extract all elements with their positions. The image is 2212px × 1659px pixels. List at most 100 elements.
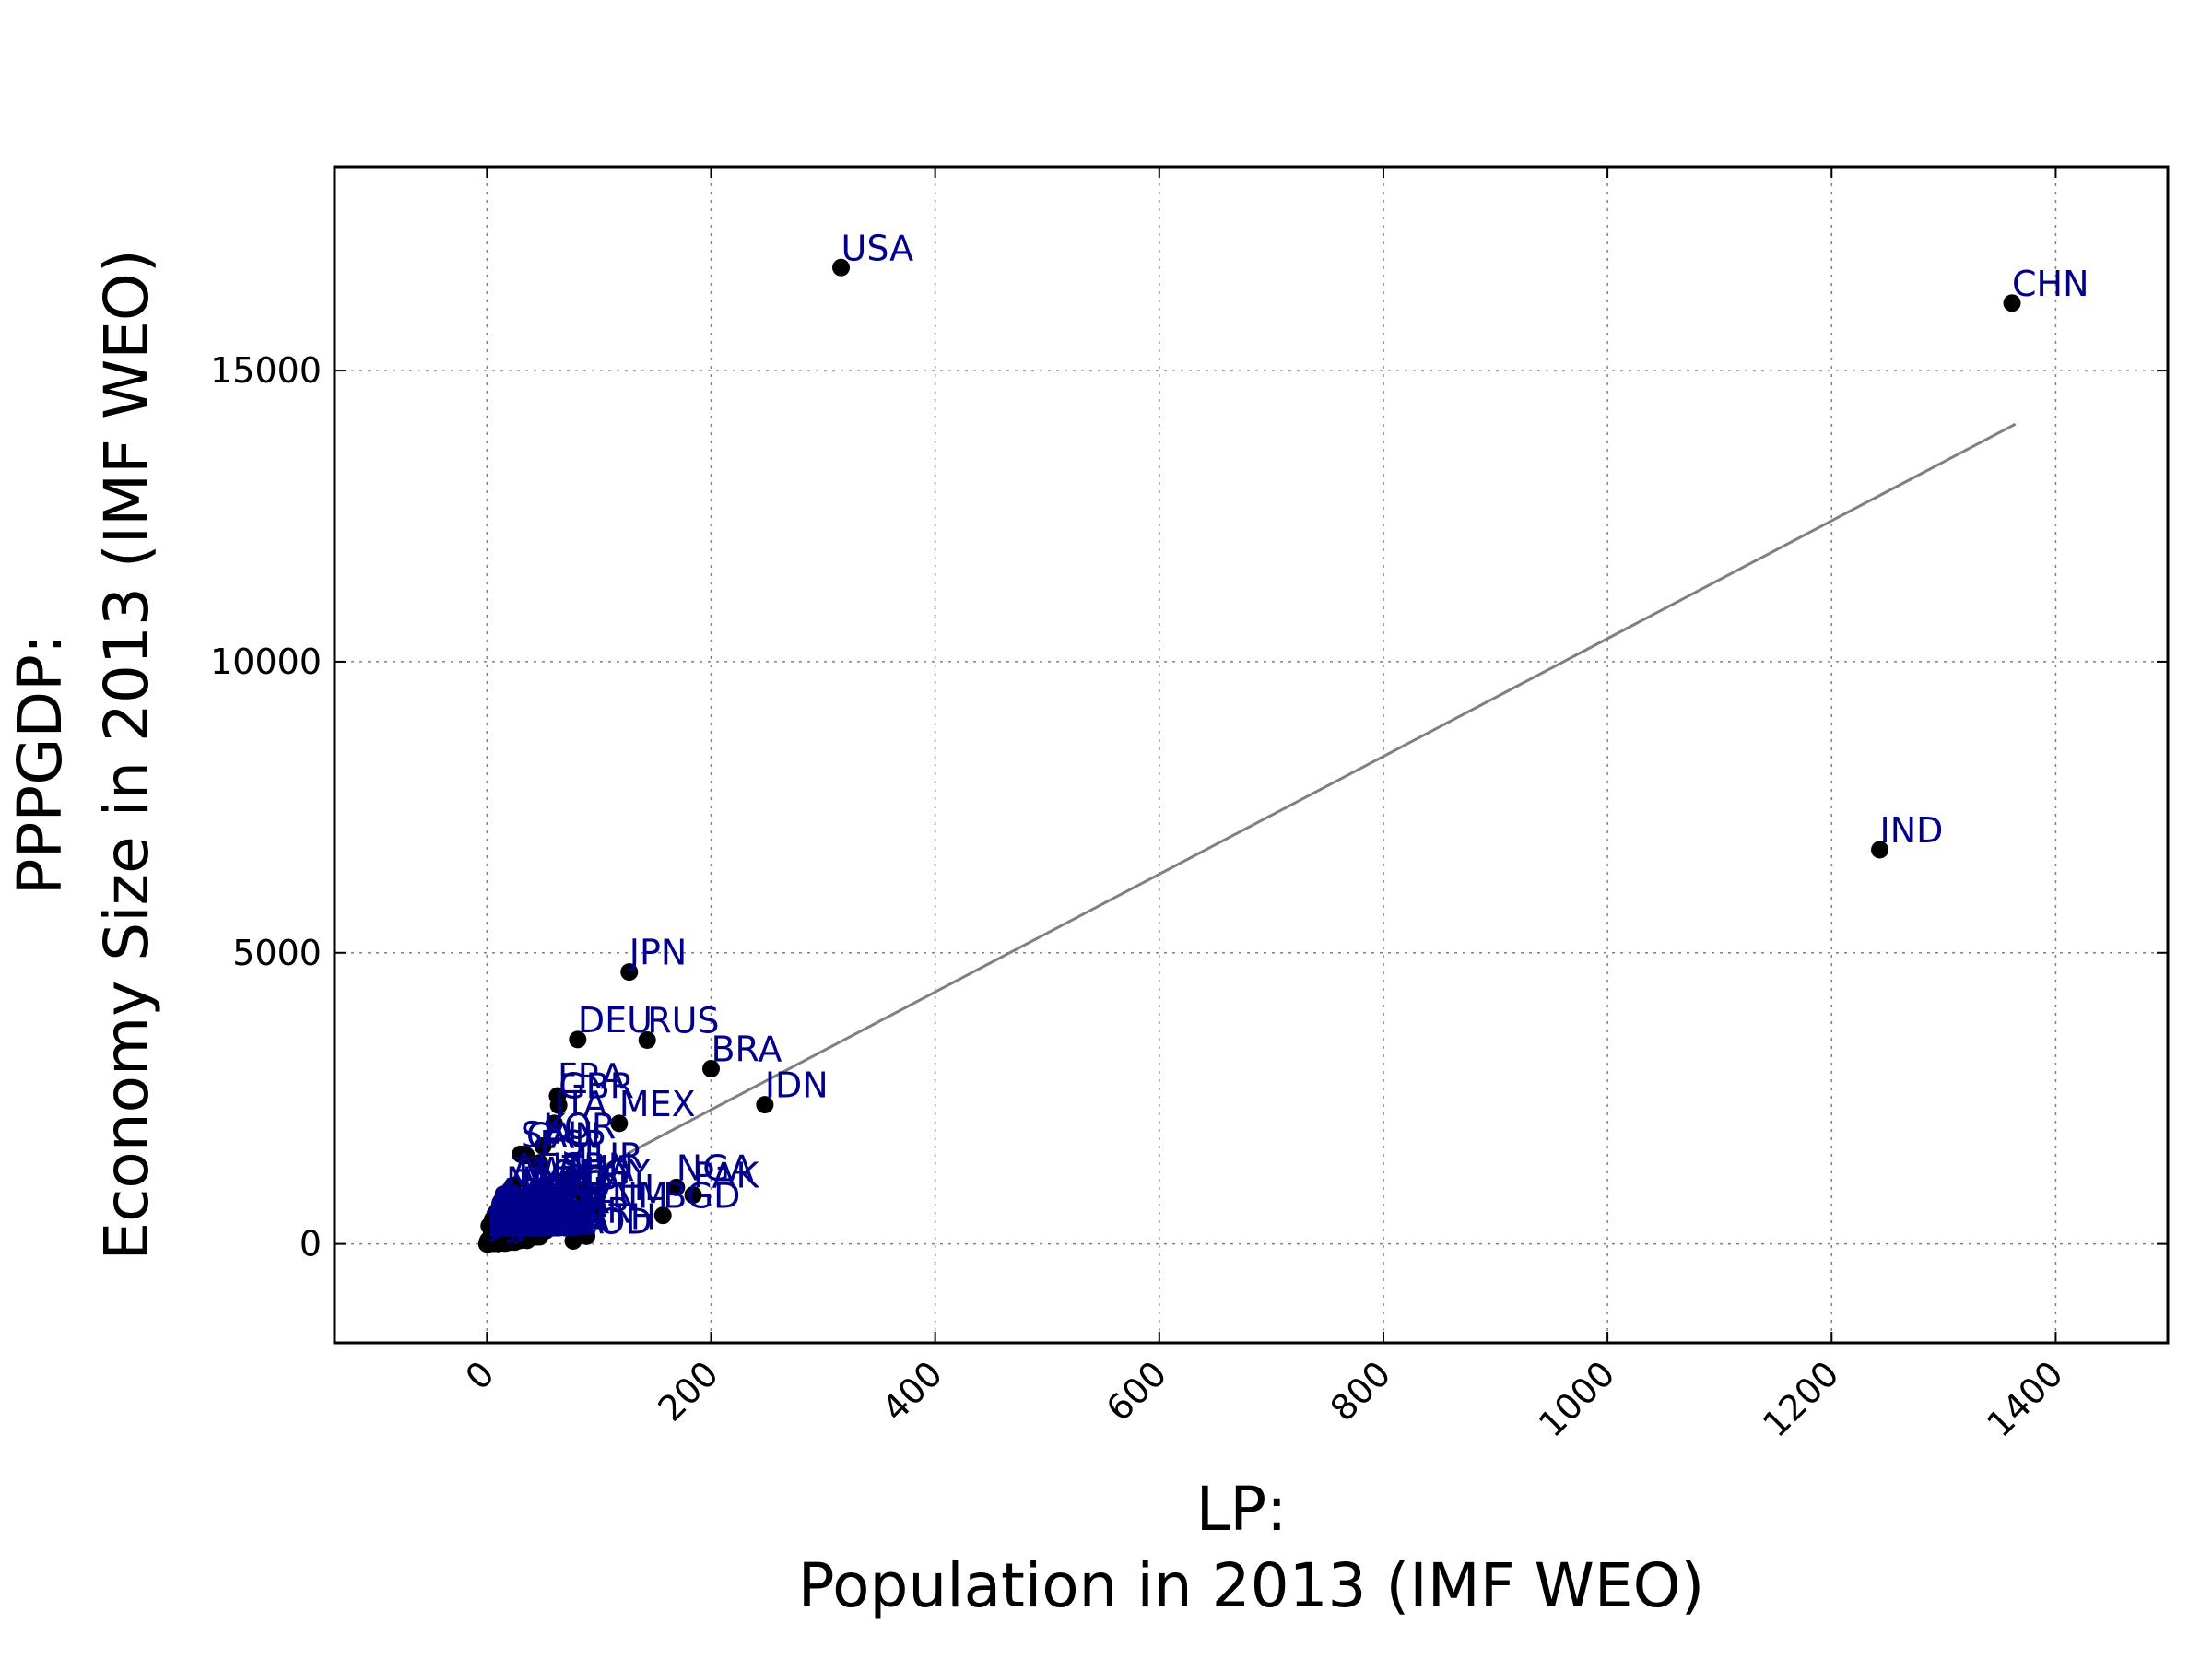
point-label: VNM [588,1176,668,1217]
point-label: TGO [494,1204,571,1244]
point-label: GUY [488,1204,562,1244]
point-label: MLT [488,1204,555,1244]
data-point [620,963,639,982]
point-label: SDN [530,1195,606,1236]
point-label: KHM [504,1202,583,1242]
data-point [553,1179,571,1197]
x-tick-label: 1400 [1979,1353,2071,1445]
data-point [545,1114,563,1133]
data-point [684,1186,702,1205]
grid-lines [335,167,2168,1343]
data-point [477,1235,496,1253]
point-label: COD [573,1201,653,1241]
axis-ticks [335,167,2168,1343]
y-axis-title-line-1: PPPGDP: [5,634,76,895]
point-label: PRY [495,1201,560,1241]
x-axis-title-line-1: LP: [1196,1474,1288,1545]
point-label: BFA [506,1203,571,1243]
point-label: IRQ [526,1175,589,1216]
point-label: SWE [499,1180,578,1220]
point-label: MOZ [515,1203,597,1243]
x-tick-label: 200 [650,1353,725,1429]
point-label: TUN [499,1197,572,1238]
point-label: SRB [495,1199,566,1240]
point-label: GEO [491,1203,568,1243]
data-point [756,1096,774,1114]
point-label: IDN [765,1065,829,1106]
point-label: PAK [693,1156,759,1196]
point-label: SYR [512,1198,580,1239]
point-label: MNE [488,1204,566,1244]
point-label: BRA [711,1029,782,1069]
point-label: NOR [492,1185,571,1226]
point-label: DEU [578,1000,653,1041]
point-label: SUR [488,1204,559,1244]
point-label: JOR [493,1200,558,1241]
point-label: ARG [534,1159,609,1200]
point-label: TLS [488,1204,552,1244]
data-point [667,1178,686,1196]
x-axis-title: LP: Population in 2013 (IMF WEO) [798,1474,1705,1621]
point-label: SVK [492,1196,562,1237]
data-point [610,1114,629,1133]
point-label: GBR [559,1065,634,1106]
point-label: ROU [510,1182,587,1223]
point-label: TUV [486,1205,558,1245]
point-label: CMR [512,1201,591,1241]
point-label: SLV [494,1201,556,1241]
point-label: IRL [492,1192,547,1232]
point-label: SVN [489,1201,562,1241]
y-tick-label: 5000 [232,933,322,973]
point-label: BTN [488,1204,559,1244]
point-label: AUT [496,1182,568,1223]
point-label: TZA [538,1197,608,1238]
point-label: RWA [500,1204,579,1244]
point-label: AUS [512,1146,584,1186]
x-tick-label: 400 [875,1353,950,1429]
data-point [569,1030,587,1049]
point-label: MKD [489,1203,570,1243]
point-label: NPL [517,1201,584,1241]
x-tick-labels: 0 200 400 600 800 1000 1200 1400 [457,1353,2070,1445]
point-label: BRN [488,1203,562,1243]
point-label: PRT [499,1189,564,1230]
point-label: DJI [488,1204,535,1244]
point-label: CIV [514,1201,573,1241]
point-label: PAN [491,1200,560,1241]
point-label: UKR [537,1181,610,1221]
point-label: DOM [499,1196,583,1237]
point-label: TKM [491,1200,567,1241]
point-label: KEN [536,1197,607,1238]
x-tick-label: 0 [457,1353,501,1397]
point-label: FRA [558,1056,625,1097]
x-tick-label: 1200 [1755,1353,1847,1445]
point-label: BOL [500,1201,570,1241]
point-label: MUS [488,1203,567,1243]
point-label: TJK [495,1203,551,1243]
point-label: UGA [527,1201,604,1241]
point-label: BGD [663,1176,740,1217]
point-label: MDA [490,1204,571,1244]
y-tick-label: 15000 [210,350,322,391]
point-label: LAO [495,1203,566,1243]
point-label: MNG [490,1203,574,1243]
point-label: MDV [488,1204,568,1244]
point-label: GTM [504,1198,582,1239]
point-label: BLR [497,1194,565,1235]
point-label: ALB [490,1203,558,1243]
point-label: HUN [499,1191,577,1231]
point-label: LBY [494,1198,558,1239]
point-label: FJI [488,1204,528,1244]
point-label: GRC [500,1188,574,1229]
point-label: BHR [488,1201,563,1241]
point-label: LSO [489,1204,559,1244]
point-label: BHS [488,1204,560,1244]
point-label: AGO [511,1194,589,1235]
point-label: NZL [491,1195,561,1236]
point-label: NIC [494,1203,555,1243]
point-label: BGR [495,1198,570,1239]
point-label: YEM [514,1198,589,1239]
point-label: SLE [494,1204,558,1244]
point-label: UZB [521,1195,594,1236]
